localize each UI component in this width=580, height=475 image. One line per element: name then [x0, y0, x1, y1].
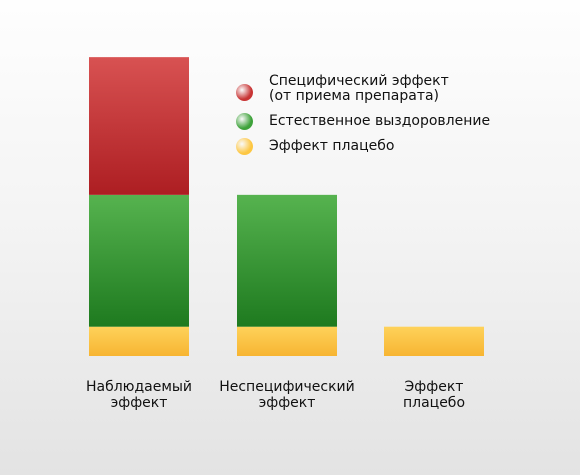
legend-item: Эффект плацебо: [236, 138, 576, 155]
legend-dot-icon: [236, 138, 253, 155]
legend-label: Специфический эффект (от приема препарат…: [269, 73, 449, 104]
legend-item: Специфический эффект (от приема препарат…: [236, 74, 576, 104]
category-label: Наблюдаемый эффект: [85, 379, 193, 411]
category-label: Неспецифический эффект: [219, 379, 355, 411]
legend-label: Естественное выздоровление: [269, 113, 491, 129]
legend-label: Эффект плацебо: [269, 138, 395, 154]
legend-item: Естественное выздоровление: [236, 113, 576, 130]
natural-recovery-segment-bar-1: [89, 194, 189, 327]
placebo-segment-bar-1: [89, 326, 189, 356]
placebo-segment-bar-2: [237, 326, 337, 356]
chart-legend: Специфический эффект (от приема препарат…: [236, 74, 576, 155]
legend-dot-icon: [236, 84, 253, 101]
placebo-segment-bar-3: [384, 326, 484, 356]
natural-recovery-segment-bar-2: [237, 194, 337, 327]
legend-dot-icon: [236, 113, 253, 130]
category-label: Эффект плацебо: [402, 379, 466, 411]
specific-effect-segment-bar-1: [89, 57, 189, 195]
